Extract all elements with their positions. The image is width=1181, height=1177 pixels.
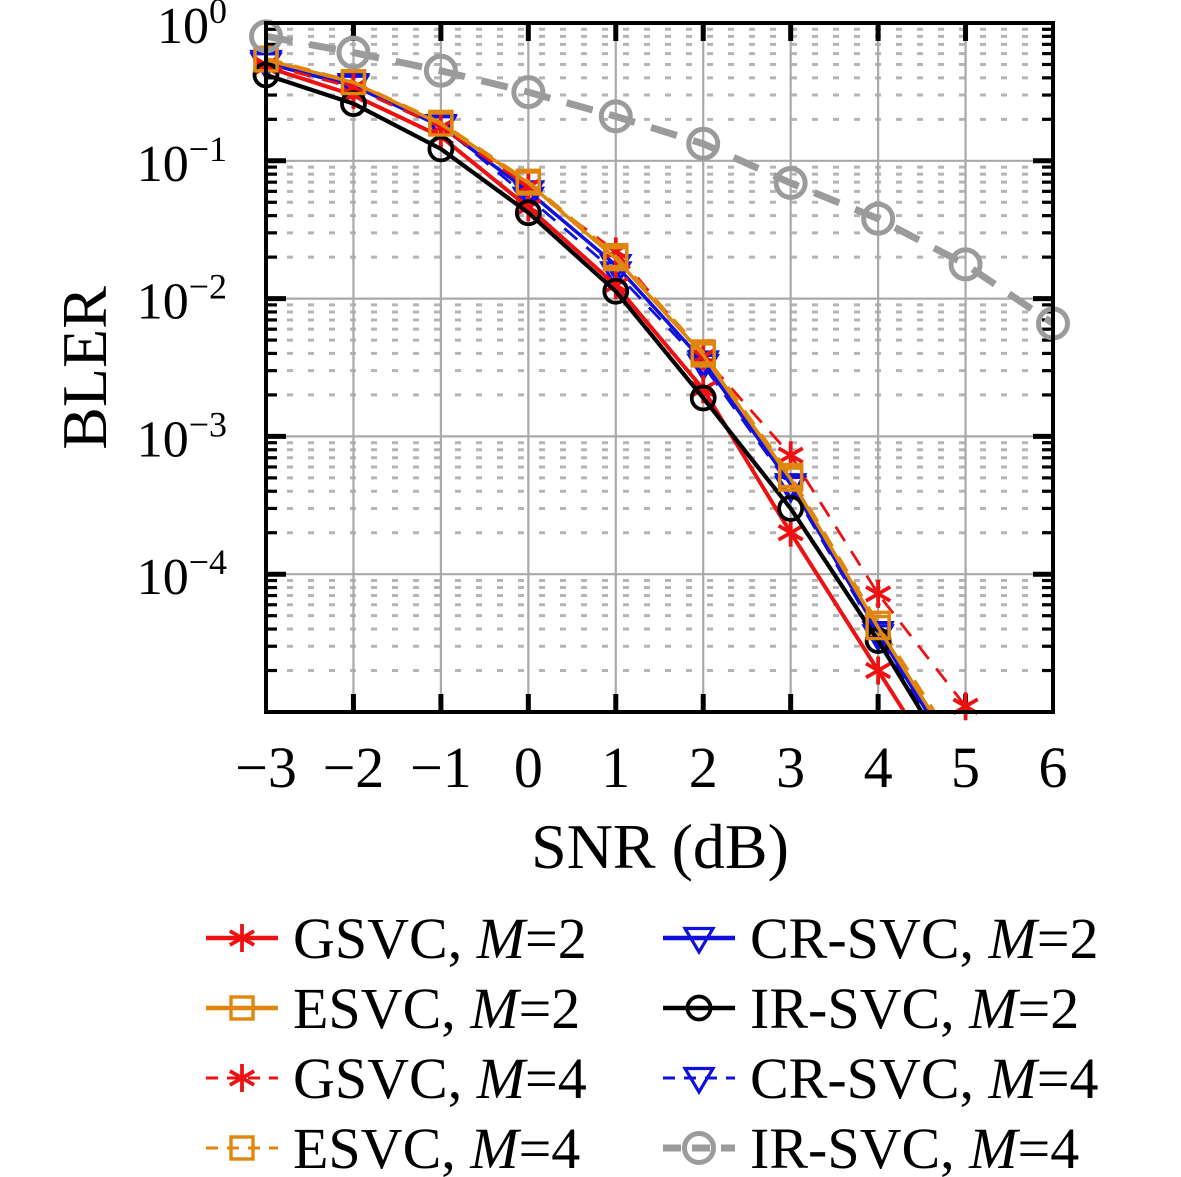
asterisk-marker [602, 276, 629, 294]
asterisk-marker [777, 446, 804, 464]
asterisk-marker [228, 1069, 256, 1087]
square-marker [777, 466, 804, 492]
legend-item-gsvc-m-4: GSVC, M=4 [206, 1046, 587, 1111]
square-marker [515, 170, 542, 196]
asterisk-marker [865, 585, 892, 603]
gsvc-m-4-line [266, 63, 967, 708]
series-cr-svc-m-2 [249, 52, 930, 712]
x-tick-label: −3 [235, 735, 297, 800]
legend-label: IR-SVC, M=4 [750, 1116, 1079, 1177]
circle-marker [773, 166, 808, 201]
legend: GSVC, M=2 CR-SVC, M=2 ESVC, M=2 IR-SVC, M=2… [206, 906, 1099, 1177]
series-ir-svc-m-2 [252, 61, 925, 712]
x-tick-label: 5 [951, 735, 980, 800]
y-tick-label: 10−3 [137, 404, 227, 468]
square-marker [229, 1135, 255, 1161]
square-marker [690, 342, 716, 368]
circle-marker [682, 1131, 716, 1165]
circle-marker [514, 199, 542, 227]
gridlines [266, 23, 1053, 712]
ir-svc-m-4-line [266, 32, 1053, 327]
legend-item-cr-svc-m-2: CR-SVC, M=2 [663, 906, 1099, 971]
square-marker [428, 111, 454, 137]
square-marker [229, 995, 255, 1021]
esvc-m-2-line [266, 58, 934, 712]
circle-marker [948, 247, 983, 282]
esvc-m-2-markers [253, 47, 891, 641]
y-tick-label: 10−1 [137, 129, 227, 193]
circle-marker [686, 126, 721, 161]
cr-svc-m-2-markers [249, 52, 895, 650]
circle-marker [689, 384, 717, 412]
x-tick-label: 6 [1039, 735, 1068, 800]
legend-item-esvc-m-2: ESVC, M=2 [206, 976, 580, 1041]
plot-border [264, 21, 1055, 714]
circle-marker [861, 201, 896, 236]
series-esvc-m-4 [253, 45, 937, 712]
circle-marker [427, 135, 455, 163]
legend-item-cr-svc-m-4: CR-SVC, M=4 [663, 1046, 1099, 1111]
cr-svc-m-4-markers [249, 49, 895, 653]
legend-label: CR-SVC, M=4 [750, 1046, 1099, 1111]
y-tick-label: 100 [157, 0, 227, 55]
series-gsvc-m-2 [252, 52, 907, 712]
circle-marker [602, 277, 630, 305]
square-marker [865, 614, 891, 641]
legend-label: CR-SVC, M=2 [750, 906, 1099, 971]
x-axis-label: SNR (dB) [531, 811, 789, 882]
x-tick-label: 2 [689, 735, 718, 800]
legend-item-gsvc-m-2: GSVC, M=2 [206, 906, 587, 971]
data-series [249, 19, 1070, 721]
legend-label: GSVC, M=2 [293, 906, 587, 971]
legend-label: ESVC, M=2 [293, 976, 580, 1041]
square-marker [340, 69, 367, 96]
series-ir-svc-m-4 [249, 19, 1070, 341]
y-axis-label: BLER [49, 286, 120, 450]
series-esvc-m-2 [253, 47, 934, 712]
circle-marker [511, 75, 546, 110]
circle-marker [423, 53, 458, 88]
asterisk-marker [777, 524, 804, 542]
y-tick-label: 10−4 [137, 542, 227, 606]
asterisk-marker [865, 661, 892, 680]
x-tick-label: 1 [601, 735, 630, 800]
legend-label: IR-SVC, M=2 [750, 976, 1079, 1041]
x-tick-label: 0 [514, 735, 543, 800]
square-marker [603, 245, 629, 272]
ir-svc-m-4-markers [249, 19, 1070, 341]
ir-svc-m-2-markers [252, 61, 892, 654]
x-tick-label: −2 [323, 735, 385, 800]
tick-labels: −3 −2 −1 0 1 2 3 4 5 6 100 10−1 10−2 10−3 10−4 [137, 0, 1068, 800]
x-tick-label: 3 [776, 735, 805, 800]
x-tick-label: 4 [864, 735, 893, 800]
ir-svc-m-2-line [266, 72, 925, 712]
circle-marker [685, 994, 713, 1022]
gsvc-m-2-markers [252, 52, 892, 685]
circle-marker [598, 99, 633, 134]
triangle-down-marker [682, 1066, 716, 1096]
triangle-down-marker [682, 926, 716, 956]
circle-marker [336, 35, 371, 70]
y-tick-label: 10−2 [137, 267, 227, 331]
circle-marker [777, 495, 805, 522]
legend-item-ir-svc-m-4: IR-SVC, M=4 [663, 1116, 1079, 1177]
asterisk-marker [228, 929, 256, 947]
legend-label: ESVC, M=4 [293, 1116, 580, 1177]
legend-item-esvc-m-4: ESVC, M=4 [206, 1116, 580, 1177]
x-tick-label: −1 [410, 735, 472, 800]
asterisk-marker [690, 380, 717, 398]
axis-ticks [266, 23, 1053, 712]
legend-item-ir-svc-m-2: IR-SVC, M=2 [663, 976, 1079, 1041]
legend-label: GSVC, M=4 [293, 1046, 587, 1111]
